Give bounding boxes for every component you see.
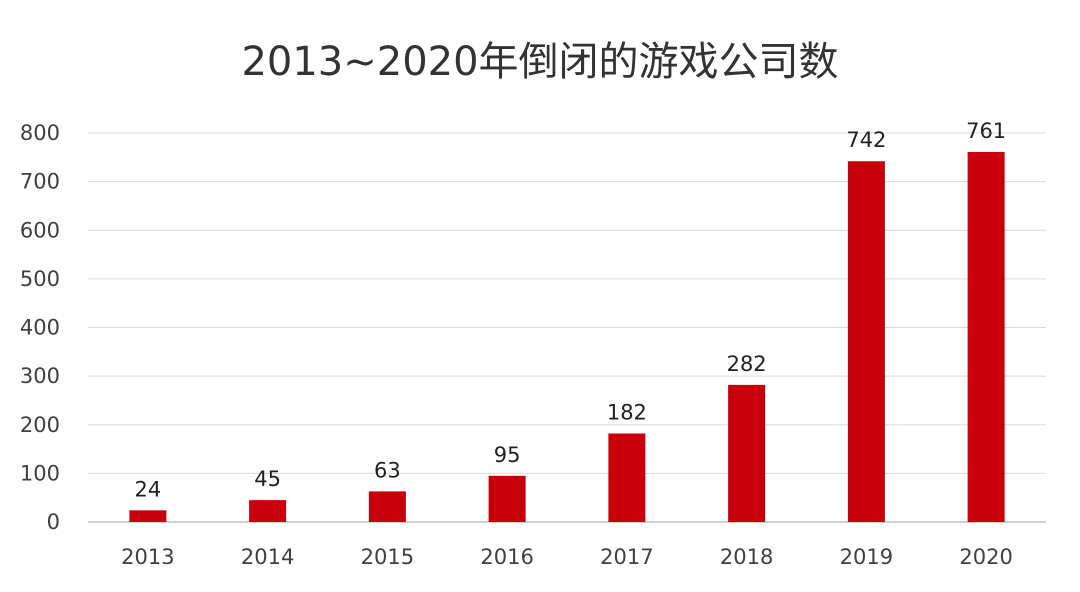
x-tick-label: 2014 [241,545,294,569]
y-tick-label: 400 [20,316,60,340]
y-tick-label: 0 [47,510,60,534]
gridlines [88,132,1046,523]
x-tick-label: 2019 [840,545,893,569]
bar-2015 [368,491,406,522]
y-tick-label: 200 [20,413,60,437]
data-label-2013: 24 [135,477,162,501]
x-tick-label: 2013 [121,545,174,569]
bar-2016 [488,475,526,522]
x-axis-ticks: 2013 2014 2015 2016 2017 2018 2019 2020 [121,545,1013,569]
chart-title: 2013~2020年倒闭的游戏公司数 [241,39,839,85]
y-tick-label: 600 [20,218,60,242]
bars [129,151,1005,522]
data-label-2017: 182 [607,401,647,425]
data-label-2020: 761 [966,119,1006,143]
bar-2018 [728,384,766,522]
x-tick-label: 2018 [720,545,773,569]
data-label-2018: 282 [727,352,767,376]
y-tick-label: 300 [20,364,60,388]
x-tick-label: 2016 [480,545,533,569]
data-label-2014: 45 [254,467,281,491]
bar-2017 [608,433,646,522]
data-label-2016: 95 [494,443,521,467]
y-tick-label: 500 [20,267,60,291]
y-tick-label: 800 [20,121,60,145]
bar-2013 [129,510,167,522]
y-tick-label: 100 [20,461,60,485]
data-labels: 24 45 63 95 182 282 742 761 [135,119,1007,501]
x-tick-label: 2015 [361,545,414,569]
bar-2014 [249,500,287,522]
y-tick-label: 700 [20,170,60,194]
bar-2020 [967,151,1005,522]
data-label-2019: 742 [846,128,886,152]
bar-2019 [847,161,885,522]
data-label-2015: 63 [374,458,401,482]
y-axis-ticks: 0 100 200 300 400 500 600 700 800 [20,121,60,534]
x-tick-label: 2020 [959,545,1012,569]
x-tick-label: 2017 [600,545,653,569]
